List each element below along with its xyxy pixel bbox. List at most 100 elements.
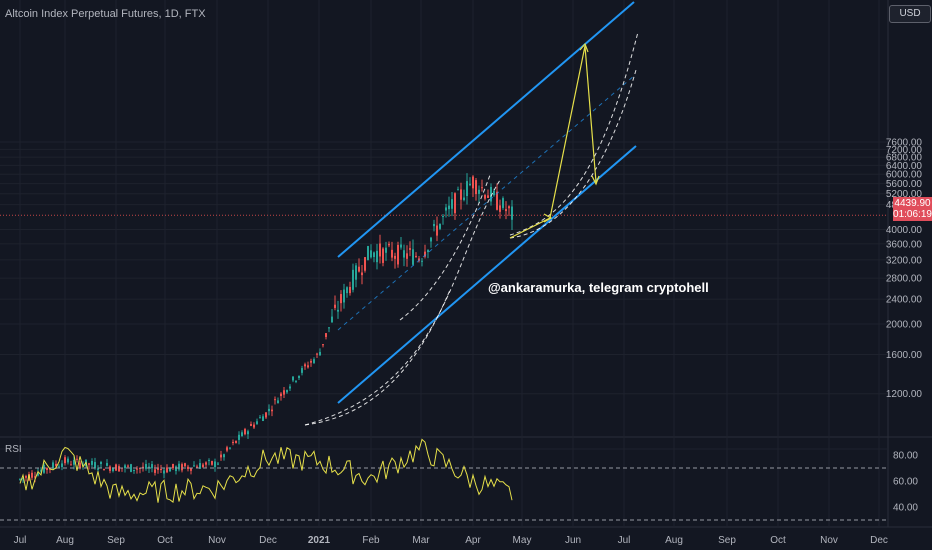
candle-body bbox=[412, 249, 414, 265]
price-tick-label: 7200.00 bbox=[886, 145, 923, 156]
candle bbox=[259, 414, 261, 419]
candle bbox=[289, 384, 291, 391]
candle-body bbox=[511, 206, 513, 220]
candle-body bbox=[58, 466, 60, 468]
time-tick-label: Apr bbox=[465, 535, 481, 546]
candle-body bbox=[79, 462, 81, 468]
candle-body bbox=[301, 368, 303, 373]
candle bbox=[283, 387, 285, 399]
candle bbox=[277, 397, 279, 404]
candle-body bbox=[91, 460, 93, 465]
candle-body bbox=[289, 386, 291, 389]
candle-body bbox=[217, 463, 219, 465]
time-tick-label: Sep bbox=[718, 535, 736, 546]
candle bbox=[451, 191, 453, 217]
candle-body bbox=[370, 250, 372, 258]
projection-arrow-2 bbox=[579, 42, 589, 53]
candle bbox=[454, 192, 456, 220]
candle-body bbox=[157, 467, 159, 470]
candle bbox=[127, 464, 129, 469]
candle-body bbox=[331, 316, 333, 323]
candle bbox=[373, 251, 375, 263]
candle bbox=[340, 290, 342, 312]
time-tick-label: Jul bbox=[14, 535, 27, 546]
candle bbox=[133, 469, 135, 474]
candle-body bbox=[454, 193, 456, 214]
candle-body bbox=[379, 243, 381, 257]
candle-body bbox=[433, 223, 435, 227]
candle bbox=[367, 245, 369, 261]
candle-body bbox=[304, 364, 306, 367]
candle-body bbox=[202, 464, 204, 468]
candle bbox=[160, 464, 162, 474]
currency-button[interactable]: USD bbox=[889, 5, 931, 23]
candle bbox=[394, 252, 396, 269]
candle-body bbox=[277, 400, 279, 404]
candle bbox=[331, 309, 333, 323]
candle-body bbox=[184, 463, 186, 467]
rsi-label: RSI bbox=[5, 444, 22, 455]
candle bbox=[319, 348, 321, 356]
candle bbox=[286, 389, 288, 394]
last-price-tag: 4439.90 01:06:19 bbox=[893, 197, 932, 221]
candle-body bbox=[73, 459, 75, 465]
candle-body bbox=[451, 199, 453, 209]
candle bbox=[391, 241, 393, 262]
candle bbox=[370, 244, 372, 259]
projection-arrow-1 bbox=[543, 213, 553, 223]
candle-body bbox=[382, 248, 384, 263]
candle-body bbox=[463, 197, 465, 201]
candle-body bbox=[70, 464, 72, 466]
candle-body bbox=[361, 272, 363, 276]
candle-body bbox=[349, 286, 351, 294]
candle-body bbox=[259, 417, 261, 419]
candle-body bbox=[145, 464, 147, 469]
time-tick-label: Dec bbox=[870, 535, 888, 546]
chart-title: Altcoin Index Perpetual Futures, 1D, FTX bbox=[5, 8, 206, 20]
candle-body bbox=[397, 244, 399, 265]
parabolic-curve-5 bbox=[509, 69, 637, 239]
price-tick-label: 6800.00 bbox=[886, 153, 923, 164]
candle-body bbox=[373, 252, 375, 258]
candle bbox=[349, 281, 351, 296]
candle-body bbox=[211, 461, 213, 465]
time-tick-label: Aug bbox=[665, 535, 683, 546]
parabolic-curve-4 bbox=[509, 31, 639, 236]
candle bbox=[352, 263, 354, 293]
time-axis[interactable]: Jul Aug Sep Oct Nov Dec 2021 Feb Mar Apr May Jun Jul… bbox=[14, 535, 888, 546]
candle bbox=[436, 216, 438, 242]
price-tick-label: 1200.00 bbox=[886, 389, 923, 400]
candle-body bbox=[343, 289, 345, 303]
candle-body bbox=[496, 191, 498, 210]
candle-body bbox=[220, 454, 222, 458]
candle-body bbox=[43, 465, 45, 473]
price-candles bbox=[19, 173, 513, 483]
candle-body bbox=[355, 265, 357, 280]
price-axis[interactable]: 1200.00 1600.00 2000.00 2400.00 2800.00 3200.… bbox=[886, 137, 923, 400]
candle bbox=[379, 234, 381, 264]
candle-body bbox=[439, 223, 441, 229]
candle bbox=[22, 477, 24, 483]
candle bbox=[295, 380, 297, 384]
candle-body bbox=[100, 462, 102, 464]
candle bbox=[244, 427, 246, 436]
candle-body bbox=[280, 393, 282, 397]
candle-body bbox=[232, 441, 234, 443]
candle-body bbox=[364, 257, 366, 271]
candle-body bbox=[319, 351, 321, 356]
candle bbox=[325, 332, 327, 340]
candle bbox=[409, 241, 411, 257]
candle bbox=[427, 249, 429, 259]
price-tick-label: 3600.00 bbox=[886, 239, 923, 250]
candle bbox=[310, 358, 312, 367]
candle bbox=[490, 183, 492, 206]
candle-body bbox=[460, 189, 462, 200]
candle-body bbox=[190, 467, 192, 471]
candle bbox=[172, 463, 174, 470]
candle bbox=[313, 357, 315, 365]
candle bbox=[478, 185, 480, 204]
candle-body bbox=[445, 207, 447, 211]
candle-body bbox=[406, 253, 408, 259]
candle-body bbox=[268, 408, 270, 412]
